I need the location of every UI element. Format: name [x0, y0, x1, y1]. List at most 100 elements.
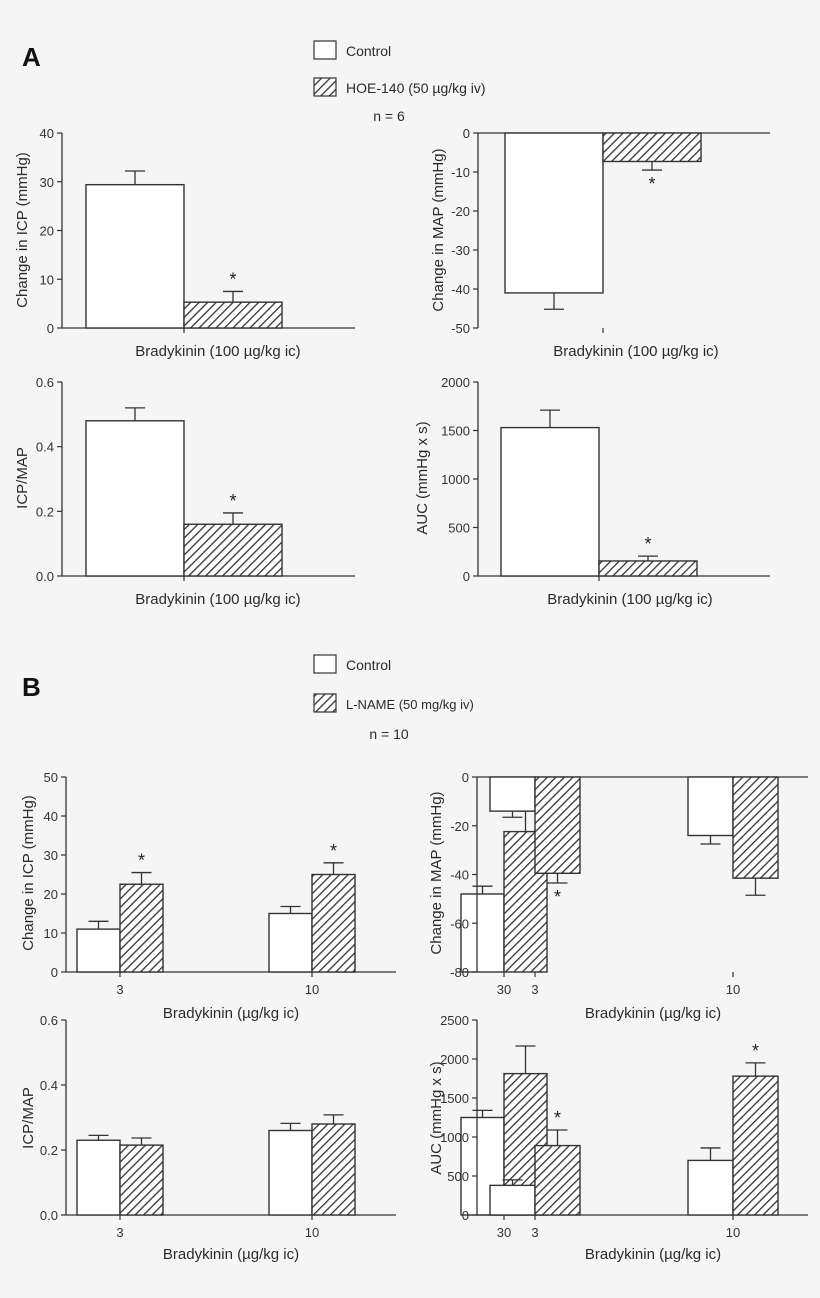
bar-treated [311, 873, 356, 973]
y-tick-label: -30 [451, 243, 470, 258]
significance-star: * [229, 491, 236, 511]
y-tick-label: 0.0 [36, 569, 54, 584]
significance-star: * [752, 1041, 759, 1061]
bar-control [268, 1129, 313, 1216]
y-tick-label: 1500 [441, 424, 470, 439]
y-tick-label: -50 [451, 321, 470, 336]
bar-treated [534, 1144, 581, 1216]
y-tick-label: 20 [44, 887, 58, 902]
y-tick-label: 0 [51, 965, 58, 980]
y-tick-label: 2000 [440, 1052, 469, 1067]
y-tick-label: 1500 [440, 1091, 469, 1106]
y-tick-label: 500 [447, 1169, 469, 1184]
legend-swatch-control-b [313, 654, 337, 674]
x-axis-label: Bradykinin (100 µg/kg ic) [553, 343, 718, 360]
chart-a-map: 0 -10 -20 -30 -40 -50 * Bradykinin (100 µg/kg i… [430, 126, 770, 360]
significance-star: * [644, 534, 651, 554]
legend-label-treated-b: L-NAME (50 mg/kg iv) [346, 697, 474, 712]
chart-a-auc: 0 500 1000 1500 2000 * Bradykinin (100 µg/kg i… [414, 375, 770, 608]
legend-label-treated-a: HOE-140 (50 µg/kg iv) [346, 80, 486, 96]
legend-swatch-control-a [313, 40, 337, 60]
legend-label-control-b: Control [346, 657, 391, 673]
y-tick-label: -80 [450, 965, 469, 980]
y-tick-label: 40 [40, 126, 54, 141]
x-axis-label: Bradykinin (µg/kg ic) [163, 1005, 299, 1022]
y-axis-label: ICP/MAP [20, 1087, 37, 1149]
y-tick-label: 0.6 [36, 375, 54, 390]
x-tick-label: 3 [531, 982, 538, 997]
x-tick-label: 3 [116, 982, 123, 997]
bar-control [76, 1139, 121, 1216]
x-tick-label: 10 [726, 982, 740, 997]
legend-label-control-a: Control [346, 43, 391, 59]
bar-control [687, 1159, 734, 1216]
panel-label-a: A [22, 42, 41, 72]
significance-star: * [648, 174, 655, 194]
legend-swatch-treated-b [313, 693, 337, 713]
y-tick-label: 1000 [441, 472, 470, 487]
bar-treated [602, 132, 702, 163]
bar-treated [311, 1123, 356, 1216]
y-tick-label: -60 [450, 916, 469, 931]
y-axis-label: Change in ICP (mmHg) [14, 152, 31, 308]
bar-control [489, 1184, 536, 1216]
chart-a-icp: 0 10 20 30 40 * Bradykinin (100 µg/kg ic) Chang… [14, 126, 355, 360]
bar-control [489, 776, 536, 812]
panel-label-b: B [22, 672, 41, 702]
bar-control [504, 132, 604, 294]
x-axis-label: Bradykinin (100 µg/kg ic) [547, 591, 712, 608]
significance-star: * [554, 1108, 561, 1128]
legend-swatch-treated-a [313, 77, 337, 97]
significance-star: * [330, 841, 337, 861]
y-tick-label: -20 [451, 204, 470, 219]
x-tick-label: 3 [116, 1225, 123, 1240]
y-tick-label: -20 [450, 819, 469, 834]
x-axis-label: Bradykinin (100 µg/kg ic) [135, 343, 300, 360]
y-tick-label: 40 [44, 809, 58, 824]
y-tick-label: 0 [47, 321, 54, 336]
y-tick-label: 10 [40, 272, 54, 287]
bar-control [460, 893, 505, 973]
y-tick-label: 0 [463, 569, 470, 584]
y-tick-label: 0 [462, 1208, 469, 1223]
x-axis-label: Bradykinin (µg/kg ic) [585, 1005, 721, 1022]
y-axis-label: Change in MAP (mmHg) [428, 791, 445, 954]
significance-star: * [138, 851, 145, 871]
x-axis-label: Bradykinin (µg/kg ic) [163, 1246, 299, 1263]
x-tick-label: 10 [305, 1225, 319, 1240]
y-tick-label: 10 [44, 926, 58, 941]
y-tick-label: 1000 [440, 1130, 469, 1145]
bar-treated [732, 1075, 779, 1216]
bar-treated [119, 883, 164, 973]
significance-star: * [554, 887, 561, 907]
bar-treated [119, 1144, 164, 1216]
bar-control [85, 420, 185, 577]
y-tick-label: -40 [451, 282, 470, 297]
bar-treated [534, 776, 581, 874]
chart-a-icp-map-ratio: 0.0 0.2 0.4 0.6 * Bradykinin (100 µg/kg ic) IC… [14, 375, 355, 608]
y-tick-label: 0.0 [40, 1208, 58, 1223]
y-tick-label: 30 [40, 175, 54, 190]
y-tick-label: 0.4 [40, 1078, 58, 1093]
y-tick-label: 0.6 [40, 1013, 58, 1028]
x-axis-label: Bradykinin (µg/kg ic) [585, 1246, 721, 1263]
x-axis-label: Bradykinin (100 µg/kg ic) [135, 591, 300, 608]
y-tick-label: -10 [451, 165, 470, 180]
n-label-a: n = 6 [373, 108, 405, 124]
y-tick-label: 0.4 [36, 440, 54, 455]
y-axis-label: Change in ICP (mmHg) [20, 795, 37, 951]
y-tick-label: 2500 [440, 1013, 469, 1028]
y-tick-label: 0.2 [36, 504, 54, 519]
y-tick-label: 0 [463, 126, 470, 141]
y-axis-label: Change in MAP (mmHg) [430, 148, 447, 311]
y-tick-label: 0.2 [40, 1143, 58, 1158]
y-tick-label: 500 [448, 521, 470, 536]
y-tick-label: 0 [462, 770, 469, 785]
bar-treated [732, 776, 779, 879]
y-axis-label: AUC (mmHg x s) [428, 1061, 445, 1174]
bar-control [76, 928, 121, 973]
y-tick-label: 50 [44, 770, 58, 785]
